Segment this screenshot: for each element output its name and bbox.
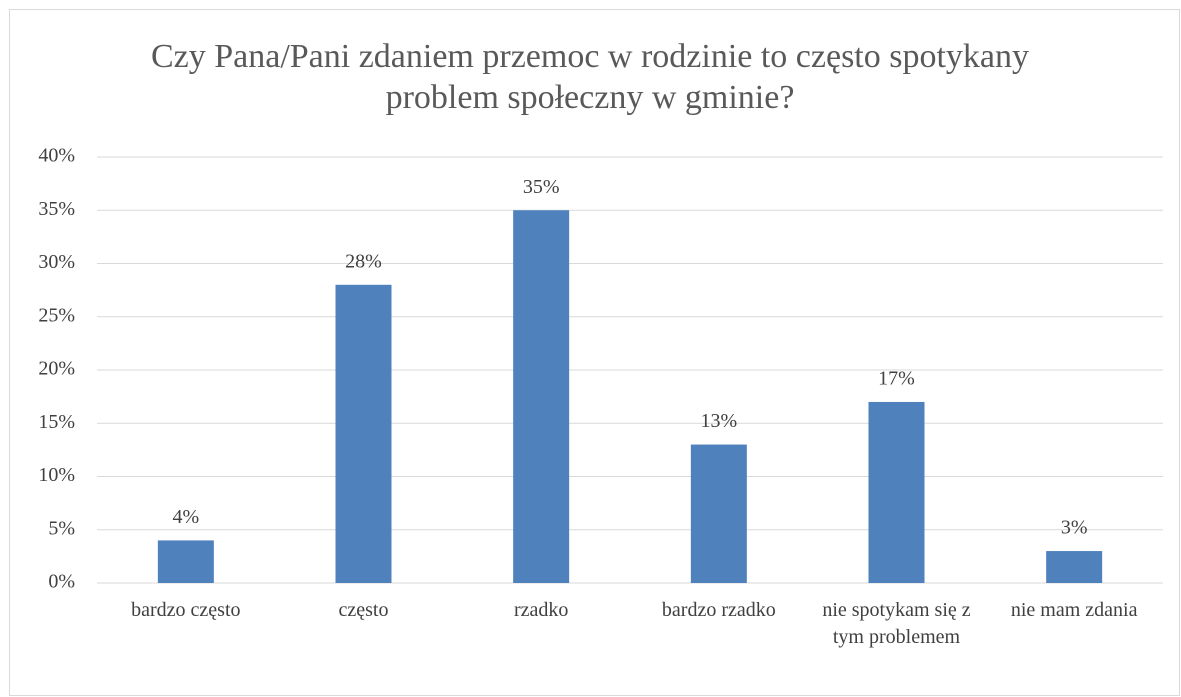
data-label: 13%	[700, 410, 737, 432]
data-label: 28%	[345, 250, 382, 272]
y-tick-label: 15%	[38, 411, 75, 433]
x-tick-label: bardzo często	[131, 599, 241, 621]
y-tick-label: 40%	[38, 145, 75, 167]
bar	[868, 401, 925, 583]
y-tick-label: 20%	[38, 358, 75, 380]
x-tick-label-box: nie mam zdania	[1010, 599, 1138, 621]
x-tick-label-box: bardzo rzadko	[661, 599, 776, 621]
data-label: 4%	[172, 506, 199, 528]
x-tick-label-box: bardzo często	[131, 599, 241, 621]
x-tick-label: nie mam zdania	[1010, 599, 1138, 621]
y-tick-label: 30%	[38, 251, 75, 273]
x-tick-label: rzadko	[513, 599, 569, 621]
x-tick-label-box: rzadko	[513, 599, 569, 621]
bar	[690, 444, 747, 583]
x-tick-label: bardzo rzadko	[661, 599, 776, 621]
y-tick-label: 10%	[38, 464, 75, 486]
x-tick-label: nie spotykam się z tym problemem	[822, 599, 971, 648]
y-tick-label: 5%	[48, 517, 75, 539]
x-tick-label: często	[338, 599, 389, 621]
data-label: 3%	[1061, 517, 1088, 539]
bar	[513, 210, 570, 583]
x-tick-label-box: często	[338, 599, 389, 621]
y-tick-label: 0%	[48, 571, 75, 593]
data-label: 35%	[523, 176, 560, 198]
x-tick-label-box: nie spotykam się z tym problemem	[822, 599, 971, 648]
y-tick-label: 25%	[38, 304, 75, 326]
y-tick-label: 35%	[38, 198, 75, 220]
bar	[1046, 551, 1103, 583]
data-label: 17%	[878, 368, 915, 390]
chart-title-box: Czy Pana/Pani zdaniem przemoc w rodzinie…	[150, 38, 1030, 116]
bar	[157, 540, 214, 583]
bar	[335, 284, 392, 583]
chart-title: Czy Pana/Pani zdaniem przemoc w rodzinie…	[150, 38, 1030, 116]
